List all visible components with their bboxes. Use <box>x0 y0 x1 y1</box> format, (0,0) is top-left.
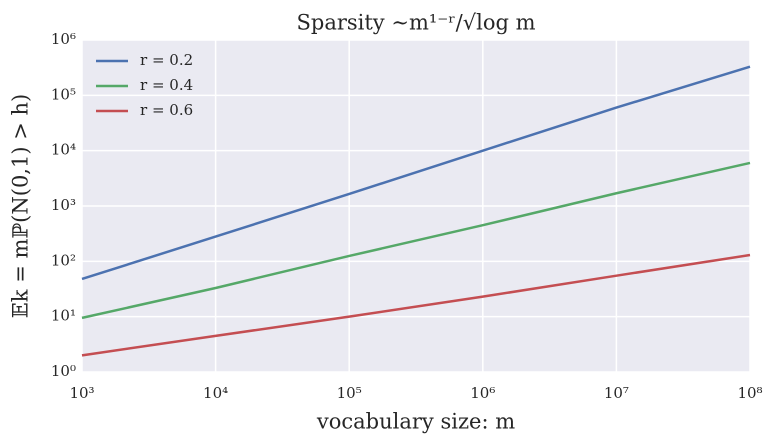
y-tick-label: 10⁰ <box>51 362 76 380</box>
y-tick-label: 10² <box>51 251 76 269</box>
line-series <box>81 253 751 357</box>
legend-label: r = 0.6 <box>140 101 193 119</box>
x-tick-label: 10⁴ <box>203 384 228 402</box>
x-tick-label: 10⁵ <box>337 384 362 402</box>
legend-label: r = 0.4 <box>140 76 193 94</box>
y-tick-label: 10⁴ <box>51 141 76 159</box>
y-tick-label: 10⁶ <box>51 30 76 48</box>
x-tick-label: 10⁶ <box>470 384 495 402</box>
x-tick-label: 10⁷ <box>604 384 629 402</box>
y-axis-label: 𝔼k = mℙ(N(0,1) > h) <box>9 94 33 318</box>
y-tick-label: 10¹ <box>51 307 76 325</box>
x-tick-label: 10⁸ <box>737 384 762 402</box>
x-axis-label: vocabulary size: m <box>316 410 515 434</box>
line-series <box>81 161 751 320</box>
y-tick-label: 10⁵ <box>51 85 76 103</box>
x-tick-label: 10³ <box>69 384 94 402</box>
y-tick-label: 10³ <box>51 196 76 214</box>
legend-label: r = 0.2 <box>140 51 193 69</box>
line-series <box>81 65 751 281</box>
chart-title: Sparsity ∼m¹⁻ʳ/√log m <box>296 11 535 35</box>
